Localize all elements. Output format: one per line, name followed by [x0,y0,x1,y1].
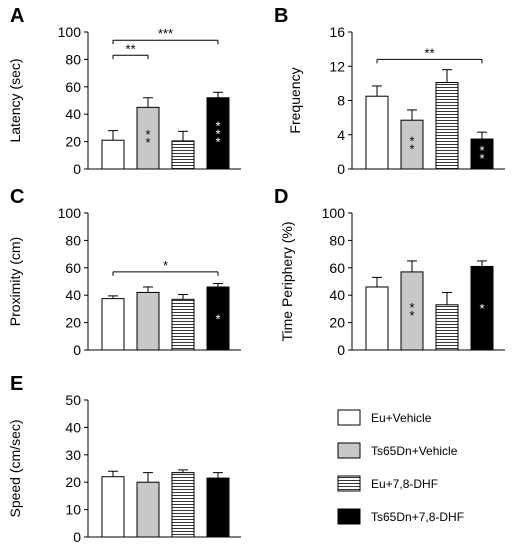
bar [365,95,389,170]
legend-label: Eu+7,8-DHF [371,477,438,491]
y-axis-label: Frequency [287,67,303,133]
y-tick-label: 20 [65,474,81,490]
legend-swatch [337,409,361,426]
bracket-label: * [163,258,168,273]
bar [101,476,125,538]
bar [171,472,195,538]
y-tick-label: 16 [329,24,345,40]
bar [101,139,125,170]
y-tick-label: 0 [73,161,81,177]
bar [206,477,230,538]
y-tick-label: 100 [322,205,346,221]
bar [400,119,424,170]
bar-significance-star: * [215,126,220,141]
bar [136,106,160,170]
y-axis-label: Speed (cm/sec) [7,419,23,517]
panel-letter: B [274,5,288,27]
bar [171,140,195,170]
legend-item: Eu+Vehicle [337,409,432,426]
y-tick-label: 0 [337,161,345,177]
y-tick-label: 60 [329,260,345,276]
legend-swatch [337,475,361,492]
y-tick-label: 50 [65,392,81,408]
bracket-label: ** [125,41,135,56]
panel-e: E Speed (cm/sec) 0 10 20 30 40 50 [7,373,241,545]
bar-significance-star: * [145,135,150,150]
bar [171,298,195,351]
y-tick-label: 20 [329,315,345,331]
bracket-label: *** [158,26,173,41]
y-tick-label: 40 [65,106,81,122]
y-tick-label: 0 [73,529,81,545]
y-tick-label: 8 [337,93,345,109]
bar [435,304,459,351]
y-tick-label: 20 [65,134,81,150]
y-tick-label: 100 [58,205,82,221]
bar-significance-star: * [479,301,484,316]
y-axis-label: Latency (sec) [7,58,23,142]
bar-significance-star: * [409,134,414,149]
bar [206,97,230,170]
y-tick-label: 40 [329,287,345,303]
y-tick-label: 60 [65,79,81,95]
bar [365,286,389,351]
bracket-label: ** [424,45,434,60]
bar [136,481,160,538]
y-axis-label: Time Periphery (%) [279,221,295,341]
y-tick-label: 100 [58,24,82,40]
legend-swatch [337,442,361,459]
bar-significance-star: * [215,134,220,149]
panel-letter: C [10,186,24,208]
bar-significance-star: * [409,142,414,157]
bar [470,138,494,170]
y-tick-label: 20 [65,315,81,331]
bar-significance-star: * [409,300,414,315]
panel-letter: A [10,5,24,27]
y-tick-label: 80 [329,232,345,248]
y-tick-label: 80 [65,232,81,248]
y-axis-label: Proximity (cm) [7,237,23,326]
bar-significance-star: * [215,118,220,133]
y-tick-label: 30 [65,447,81,463]
bar-significance-star: * [479,143,484,158]
bar [136,291,160,351]
y-tick-label: 40 [65,287,81,303]
bar [101,298,125,351]
panel-letter: E [10,373,23,395]
y-tick-label: 0 [337,342,345,358]
bar-significance-star: * [145,127,150,142]
y-tick-label: 10 [65,502,81,518]
bar-significance-star: * [479,151,484,166]
y-tick-label: 0 [73,342,81,358]
legend-item: Eu+7,8-DHF [337,475,438,492]
y-tick-label: 80 [65,51,81,67]
legend-swatch [337,508,361,525]
y-tick-label: 40 [65,419,81,435]
bar-significance-star: * [215,311,220,326]
bar [206,286,230,351]
panel-letter: D [274,186,288,208]
bar-significance-star: * [409,308,414,323]
panel-c: C Proximity (cm) 0 20 40 60 80 100 * * [7,186,241,358]
y-tick-label: 4 [337,127,345,143]
legend-label: Ts65Dn+Vehicle [371,444,458,458]
bar [435,82,459,170]
legend-item: Ts65Dn+Vehicle [337,442,458,459]
y-tick-label: 60 [65,260,81,276]
bar [470,265,494,351]
legend-item: Ts65Dn+7,8-DHF [337,508,464,525]
legend-label: Eu+Vehicle [371,411,432,425]
legend: Eu+Vehicle Ts65Dn+Vehicle Eu+7,8-DHF Ts65Dn… [337,409,464,525]
legend-label: Ts65Dn+7,8-DHF [371,510,464,524]
bar [400,271,424,351]
y-tick-label: 12 [329,58,345,74]
